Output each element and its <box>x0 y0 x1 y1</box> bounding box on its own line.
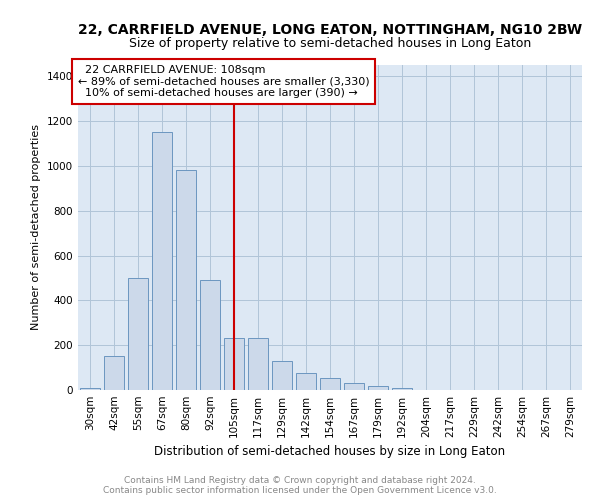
Bar <box>200 280 220 390</box>
Bar <box>248 338 268 390</box>
Bar <box>272 361 292 390</box>
Bar <box>392 388 412 390</box>
Bar <box>176 170 196 390</box>
Text: 22, CARRFIELD AVENUE, LONG EATON, NOTTINGHAM, NG10 2BW: 22, CARRFIELD AVENUE, LONG EATON, NOTTIN… <box>78 22 582 36</box>
Bar <box>104 356 124 390</box>
Bar <box>80 388 100 390</box>
Bar <box>224 338 244 390</box>
Bar <box>152 132 172 390</box>
Text: 22 CARRFIELD AVENUE: 108sqm
← 89% of semi-detached houses are smaller (3,330)
  : 22 CARRFIELD AVENUE: 108sqm ← 89% of sem… <box>78 65 370 98</box>
Bar <box>368 386 388 390</box>
Bar <box>344 384 364 390</box>
Y-axis label: Number of semi-detached properties: Number of semi-detached properties <box>31 124 41 330</box>
Text: Contains HM Land Registry data © Crown copyright and database right 2024.
Contai: Contains HM Land Registry data © Crown c… <box>103 476 497 495</box>
X-axis label: Distribution of semi-detached houses by size in Long Eaton: Distribution of semi-detached houses by … <box>154 446 506 458</box>
Bar <box>320 378 340 390</box>
Bar <box>128 278 148 390</box>
Text: Size of property relative to semi-detached houses in Long Eaton: Size of property relative to semi-detach… <box>129 38 531 51</box>
Bar <box>296 373 316 390</box>
